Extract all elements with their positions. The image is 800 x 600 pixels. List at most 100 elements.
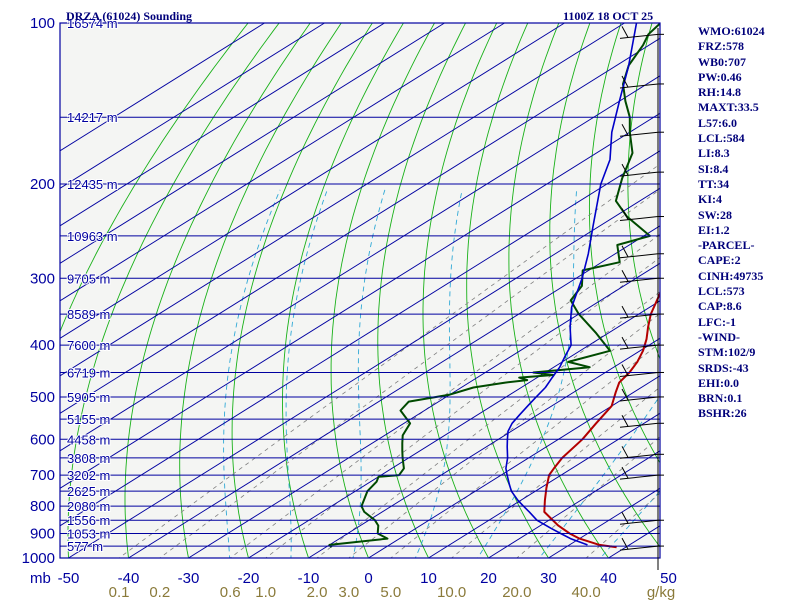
mixing-ratio-tick-label: 0.1 [109,584,130,600]
mixing-ratio-tick-label: 1.0 [255,584,276,600]
dry-adiabat [179,23,342,558]
isotherm [248,300,660,558]
index-line: EHI:0.0 [698,375,740,390]
dry-adiabat [67,23,280,558]
height-label: 3808 m [67,451,110,466]
wind-barb-shaft [619,371,659,377]
isotherm [60,23,565,339]
height-label: 10963 m [67,229,118,244]
index-line: CAPE:2 [698,253,741,268]
isotherm [60,23,625,377]
wind-barb-flag [621,270,629,282]
pressure-tick-label: 900 [30,526,55,543]
mixing-ratio-tick-label: 40.0 [572,584,601,600]
index-line: LI:8.3 [698,146,730,161]
pressure-tick-label: 1000 [22,550,55,567]
temperature-tick-label: 20 [480,570,497,587]
height-label: 577 m [67,539,103,554]
index-line: LCL:573 [698,284,745,299]
plot-background [60,23,660,558]
plot-area [60,23,660,558]
index-line: EI:1.2 [698,222,730,237]
height-label: 7600 m [67,338,110,353]
height-label: 1053 m [67,527,110,542]
isotherm [60,23,325,189]
height-label: 8589 m [67,307,110,322]
wind-barb-flag [621,208,629,220]
height-label: 9705 m [67,271,110,286]
height-label: 2625 m [67,484,110,499]
isotherm [60,112,660,489]
index-line: RH:14.8 [698,85,741,100]
isotherm [188,262,660,558]
moist-adiabat [414,189,463,558]
dry-adiabat [549,23,660,548]
index-line: SRDS:-43 [698,360,749,375]
temperature-tick-label: 0 [364,570,372,587]
mixing-ratio-tick-label: 5.0 [380,584,401,600]
height-label: 14217 m [67,110,118,125]
height-label: 6719 m [67,365,110,380]
wind-barb-shaft [619,396,659,402]
wind-barb-shaft [619,131,659,137]
mixing-ratio-line [159,188,660,558]
mixing-ratio-line [229,233,660,558]
pressure-unit-label: mb [30,570,51,587]
height-label: 12435 m [67,177,118,192]
height-labels: 16574 m 14217 m 12435 m 10963 m 9705 m 8589 m… [66,15,119,555]
mixing-ratio-axis: 0.1 0.2 0.6 1.0 2.0 3.0 5.0 10.0 20.0 40.0 g/kg [109,584,676,600]
temperature-tick-label: 50 [660,570,677,587]
isotherm [60,23,445,264]
index-line: BRN:0.1 [698,391,743,406]
temperature-profile [543,290,660,549]
mixing-ratio-line [451,386,660,558]
index-line: LCL:584 [698,131,745,146]
temperature-tick-label: -20 [238,570,260,587]
wind-barb-flag [621,75,629,88]
pressure-tick-label: 300 [30,270,55,287]
moist-adiabat [223,189,281,558]
wind-barb-shaft [619,253,659,259]
isotherm [128,225,660,558]
wind-barb-flag [621,415,629,427]
index-line: STM:102/9 [698,345,756,360]
isotherm [68,187,660,558]
isotherm [60,150,660,527]
wind-barb-shaft [619,33,659,39]
station-title: DRZA (61024) Sounding [66,9,193,23]
mixing-ratio-line [118,163,660,558]
wind-barb-flag [621,446,629,458]
height-label: 16574 m [67,16,118,31]
isotherm [60,23,385,227]
pressure-tick-label: 500 [30,389,55,406]
mixing-ratio-unit-label: g/kg [647,584,675,600]
pressure-tick-label: 700 [30,467,55,484]
wind-barb-shaft [619,545,659,551]
isotherm [60,23,265,152]
temperature-tick-label: -40 [118,570,140,587]
index-line: WB0:707 [698,54,746,69]
wind-barb-flag [621,364,629,376]
wind-barb-shaft [619,422,659,428]
index-line: CAP:8.6 [698,299,742,314]
plot-frame [59,22,661,559]
height-label: 5155 m [67,412,110,427]
pressure-tick-label: 200 [30,176,55,193]
height-label: 1556 m [67,513,110,528]
temperature-tick-label: 40 [600,570,617,587]
height-label: 4458 m [67,432,110,447]
moist-adiabat [352,189,386,558]
index-line: TT:34 [698,176,730,191]
index-line: FRZ:578 [698,39,744,54]
wind-barb-shaft [619,344,659,350]
pressure-tick-label: 100 [30,15,55,32]
pressure-tick-label: 600 [30,431,55,448]
isotherm [60,37,660,414]
height-label: 3202 m [67,468,110,483]
dry-adiabat [60,23,249,333]
dry-adiabat [377,23,467,558]
isotherm [488,450,660,558]
wind-barb-shaft [619,216,659,222]
wind-barb-flag [621,163,629,176]
dry-adiabat [588,23,660,464]
